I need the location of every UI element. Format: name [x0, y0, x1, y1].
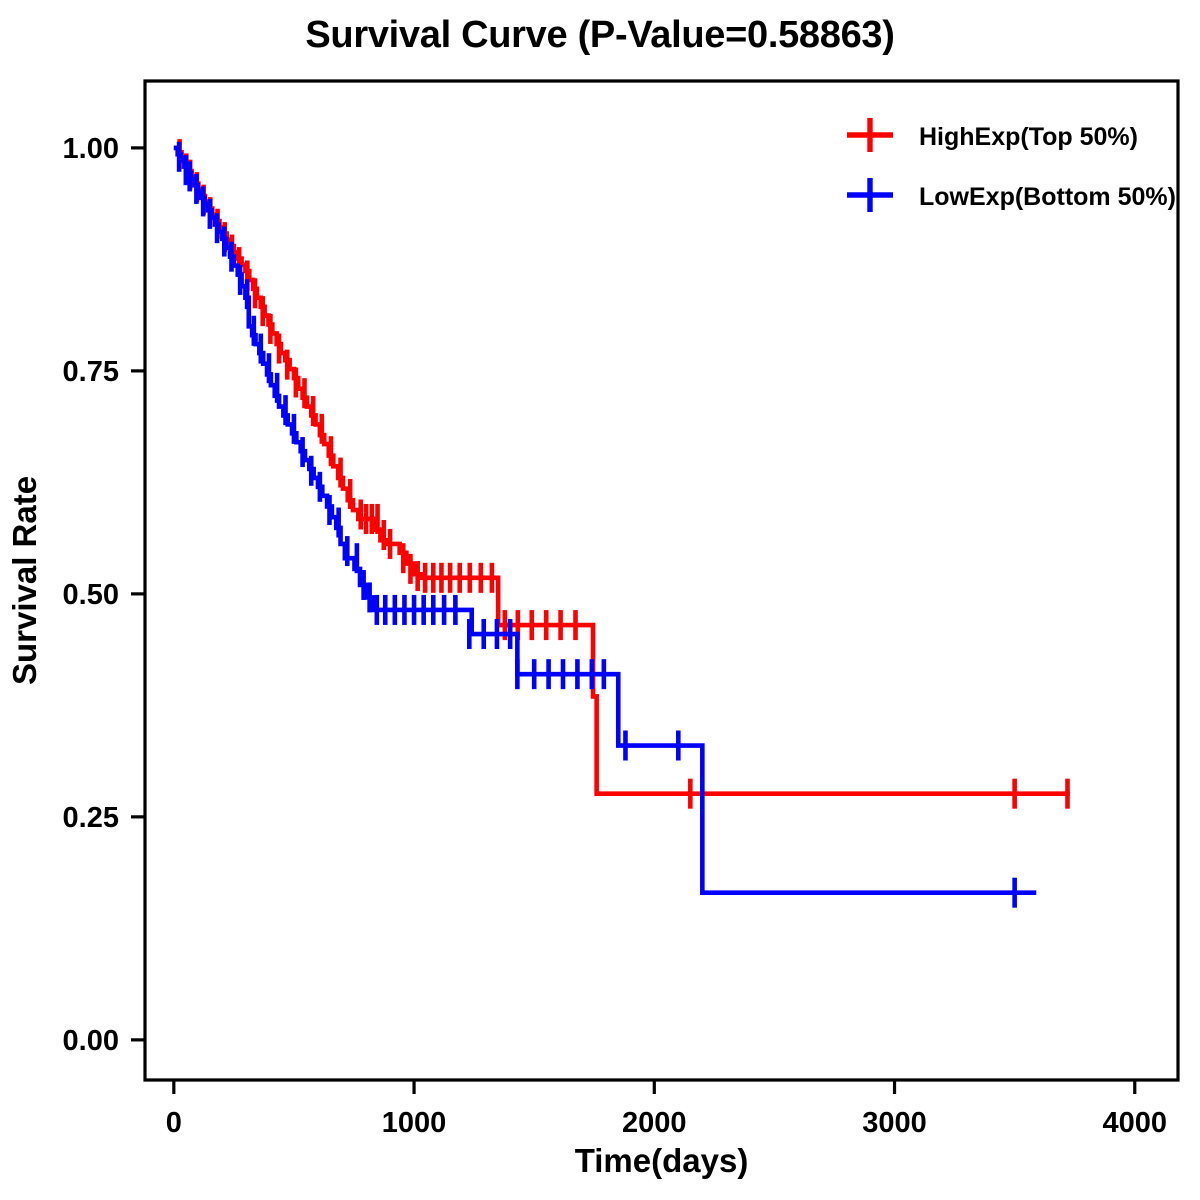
x-tick-label: 3000 [862, 1107, 927, 1139]
x-tick-label: 0 [166, 1107, 182, 1139]
y-axis-label: Survival Rate [6, 476, 43, 685]
y-tick-label: 0.25 [63, 802, 119, 834]
y-tick-label: 1.00 [63, 133, 119, 165]
y-tick-label: 0.00 [63, 1025, 119, 1057]
legend-item-label: LowExp(Bottom 50%) [919, 183, 1176, 211]
legend-item[interactable]: LowExp(Bottom 50%) [847, 178, 1176, 212]
page-title: Survival Curve (P-Value=0.58863) [305, 14, 895, 56]
series-low-exp [173, 141, 1037, 908]
series-high-exp [173, 139, 1070, 809]
legend-item[interactable]: HighExp(Top 50%) [847, 118, 1138, 152]
x-tick-label: 4000 [1103, 1107, 1168, 1139]
y-tick-label: 0.75 [63, 356, 119, 388]
x-axis: 0 1000 2000 3000 4000 [166, 1080, 1167, 1139]
y-axis: 0.00 0.25 0.50 0.75 1.00 [63, 133, 145, 1057]
km-step-line [173, 145, 1037, 895]
y-tick-label: 0.50 [63, 579, 119, 611]
censor-marks [176, 141, 1017, 908]
x-axis-label: Time(days) [575, 1142, 749, 1179]
plot-frame [143, 79, 1180, 1082]
legend: HighExp(Top 50%) LowExp(Bottom 50%) [847, 118, 1176, 212]
x-tick-label: 2000 [622, 1107, 687, 1139]
legend-item-label: HighExp(Top 50%) [919, 123, 1138, 151]
x-tick-label: 1000 [382, 1107, 447, 1139]
